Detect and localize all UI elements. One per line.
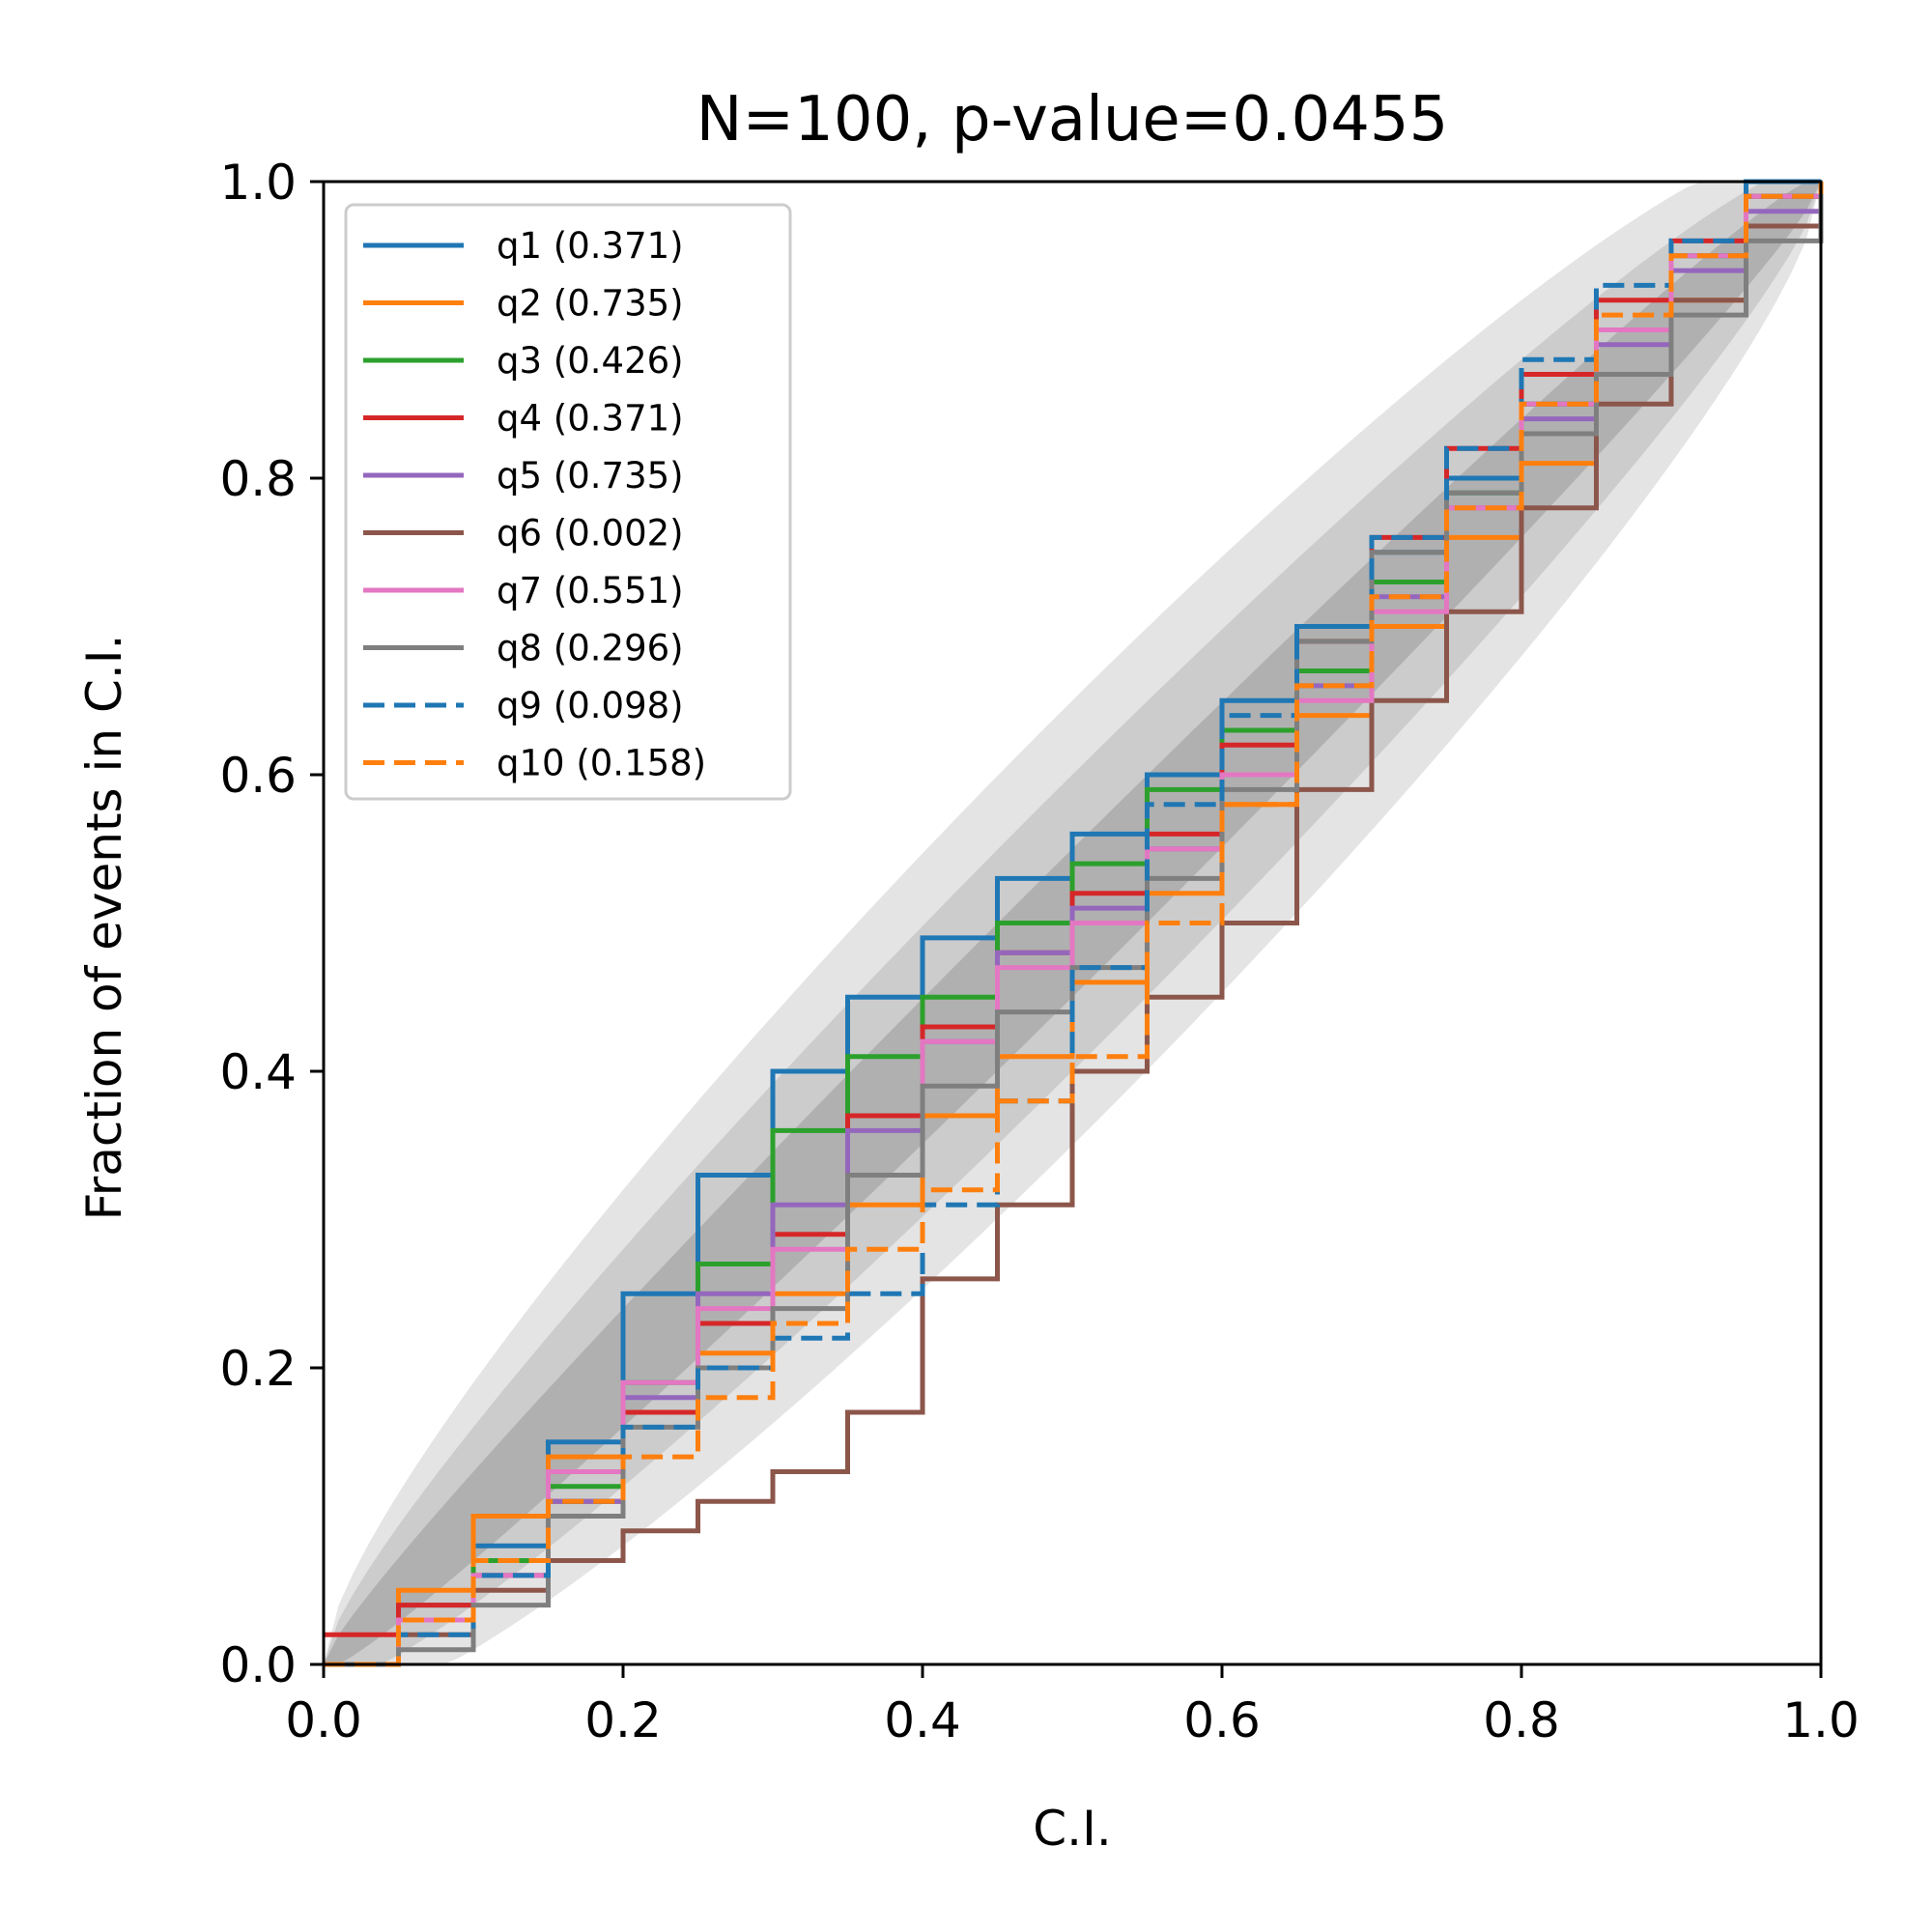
x-tick-label: 0.4	[884, 1692, 961, 1748]
x-axis-ticks: 0.0 0.2 0.4 0.6 0.8 1.0	[285, 1664, 1860, 1748]
y-axis-ticks: 0.0 0.2 0.4 0.6 0.8 1.0	[219, 155, 324, 1693]
legend-label: q1 (0.371)	[497, 225, 684, 267]
y-tick-label: 1.0	[219, 155, 297, 211]
legend-label: q3 (0.426)	[497, 340, 684, 382]
series-lines	[324, 179, 1824, 1667]
axes-frame	[322, 180, 1823, 1666]
legend: q1 (0.371) q2 (0.735) q3 (0.426) q4 (0.371)…	[344, 203, 792, 801]
x-tick-label: 1.0	[1782, 1692, 1860, 1748]
y-tick-label: 0.0	[219, 1637, 297, 1693]
series-line-10	[324, 182, 1824, 1667]
legend-label: q2 (0.735)	[497, 283, 684, 325]
x-tick-label: 0.6	[1183, 1692, 1261, 1748]
x-axis-label: C.I.	[1033, 1801, 1111, 1857]
x-tick-label: 0.8	[1483, 1692, 1560, 1748]
legend-label: q10 (0.158)	[497, 743, 706, 784]
chart-title: N=100, p-value=0.0455	[696, 84, 1449, 156]
legend-label: q9 (0.098)	[497, 685, 684, 726]
y-tick-label: 0.4	[219, 1044, 297, 1100]
x-tick-label: 0.0	[285, 1692, 362, 1748]
legend-label: q8 (0.296)	[497, 628, 684, 669]
legend-label: q6 (0.002)	[497, 513, 684, 554]
y-tick-label: 0.8	[219, 451, 297, 507]
legend-box	[344, 203, 792, 801]
series-line-8	[324, 182, 1824, 1667]
y-tick-label: 0.6	[219, 748, 297, 804]
x-tick-label: 0.2	[584, 1692, 662, 1748]
legend-label: q7 (0.551)	[497, 570, 684, 611]
y-tick-label: 0.2	[219, 1341, 297, 1397]
legend-label: q4 (0.371)	[497, 398, 684, 440]
y-axis-label: Fraction of events in C.I.	[76, 635, 132, 1221]
legend-label: q5 (0.735)	[497, 455, 684, 497]
